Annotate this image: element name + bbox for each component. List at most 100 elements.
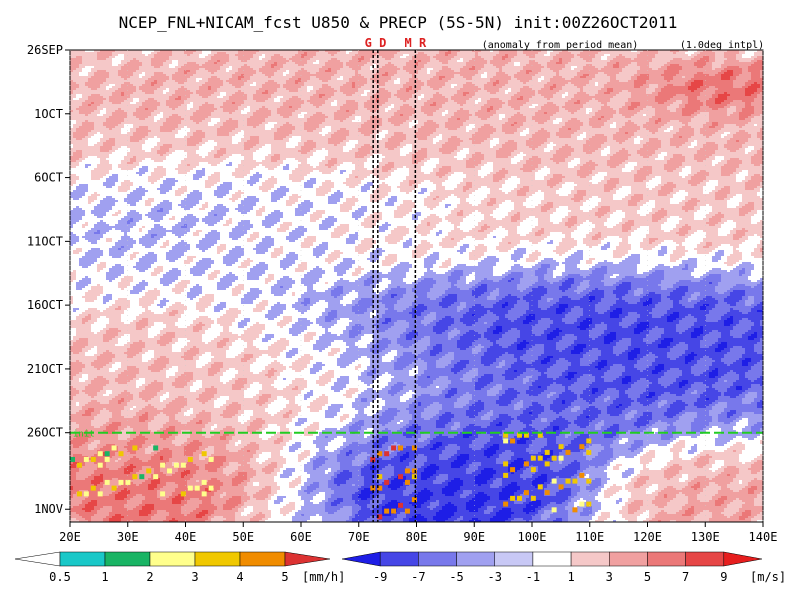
wind-cell [313, 52, 316, 54]
wind-cell [514, 60, 517, 62]
wind-cell [76, 68, 79, 70]
wind-cell [349, 68, 352, 70]
wind-cell [586, 54, 589, 56]
wind-cell [349, 64, 352, 66]
wind-cell [496, 58, 499, 60]
wind-cell [412, 54, 415, 56]
wind-cell [706, 58, 709, 60]
wind-cell [97, 54, 100, 56]
wind-cell [187, 68, 190, 70]
wind-cell [304, 62, 307, 64]
wind-cell [448, 52, 451, 54]
wind-cell [757, 58, 760, 60]
wind-cell [430, 54, 433, 56]
wind-cell [562, 60, 565, 62]
wind-cell [550, 56, 553, 58]
wind-cell [268, 66, 271, 68]
wind-cell [172, 54, 175, 56]
wind-cell [484, 60, 487, 62]
wind-cell [106, 54, 109, 56]
wind-cell [313, 68, 316, 70]
wind-cell [457, 64, 460, 66]
wind-cell [724, 64, 727, 66]
wind-cell [583, 68, 586, 70]
wind-cell [271, 62, 274, 64]
chart-subtitle-left: (anomaly from period mean) [482, 40, 639, 51]
wind-cell [388, 66, 391, 68]
wind-cell [163, 64, 166, 66]
wind-cell [118, 52, 121, 54]
wind-cell [553, 54, 556, 56]
wind-cell [232, 68, 235, 70]
wind-cell [406, 56, 409, 58]
wind-cell [604, 58, 607, 60]
wind-cell [199, 56, 202, 58]
wind-cell [196, 52, 199, 54]
wind-cell [319, 52, 322, 54]
wind-cell [340, 64, 343, 66]
wind-cell [589, 64, 592, 66]
wind-cell [205, 52, 208, 54]
wind-cell [664, 62, 667, 64]
wind-cell [409, 58, 412, 60]
wind-cell [703, 62, 706, 64]
wind-cell [334, 56, 337, 58]
wind-cell [106, 52, 109, 54]
wind-cell [484, 62, 487, 64]
wind-cell [682, 56, 685, 58]
wind-cell [319, 62, 322, 64]
wind-cell [175, 68, 178, 70]
wind-cell [301, 62, 304, 64]
wind-cell [274, 64, 277, 66]
wind-cell [601, 66, 604, 68]
wind-cell [493, 62, 496, 64]
wind-cell [121, 68, 124, 70]
wind-cell [361, 56, 364, 58]
wind-cell [214, 56, 217, 58]
wind-cell [553, 60, 556, 62]
wind-cell [466, 52, 469, 54]
wind-cell [103, 56, 106, 58]
wind-cell [697, 52, 700, 54]
wind-cell [223, 52, 226, 54]
wind-cell [451, 64, 454, 66]
wind-cell [589, 56, 592, 58]
wind-cell [556, 66, 559, 68]
wind-cell [463, 68, 466, 70]
wind-cell [736, 54, 739, 56]
wind-cell [607, 62, 610, 64]
wind-cell [667, 64, 670, 66]
wind-cell [181, 52, 184, 54]
wind-cell [346, 62, 349, 64]
wind-cell [79, 60, 82, 62]
wind-cell [247, 66, 250, 68]
wind-cell [514, 64, 517, 66]
wind-cell [220, 62, 223, 64]
wind-cell [583, 54, 586, 56]
wind-cell [292, 68, 295, 70]
wind-cell [586, 52, 589, 54]
wind-cell [436, 62, 439, 64]
wind-cell [556, 68, 559, 70]
wind-cell [511, 52, 514, 54]
wind-cell [352, 52, 355, 54]
wind-cell [97, 68, 100, 70]
wind-cell [487, 62, 490, 64]
wind-cell [106, 60, 109, 62]
wind-cell [229, 54, 232, 56]
wind-cell [652, 60, 655, 62]
wind-cell [175, 64, 178, 66]
wind-cell [544, 58, 547, 60]
wind-cell [742, 62, 745, 64]
wind-cell [352, 66, 355, 68]
wind-cell [340, 54, 343, 56]
wind-cell [211, 56, 214, 58]
wind-cell [265, 56, 268, 58]
wind-cell [358, 68, 361, 70]
wind-cell [418, 64, 421, 66]
wind-cell [478, 52, 481, 54]
wind-cell [676, 58, 679, 60]
wind-cell [538, 60, 541, 62]
wind-cell [82, 62, 85, 64]
wind-cell [454, 68, 457, 70]
